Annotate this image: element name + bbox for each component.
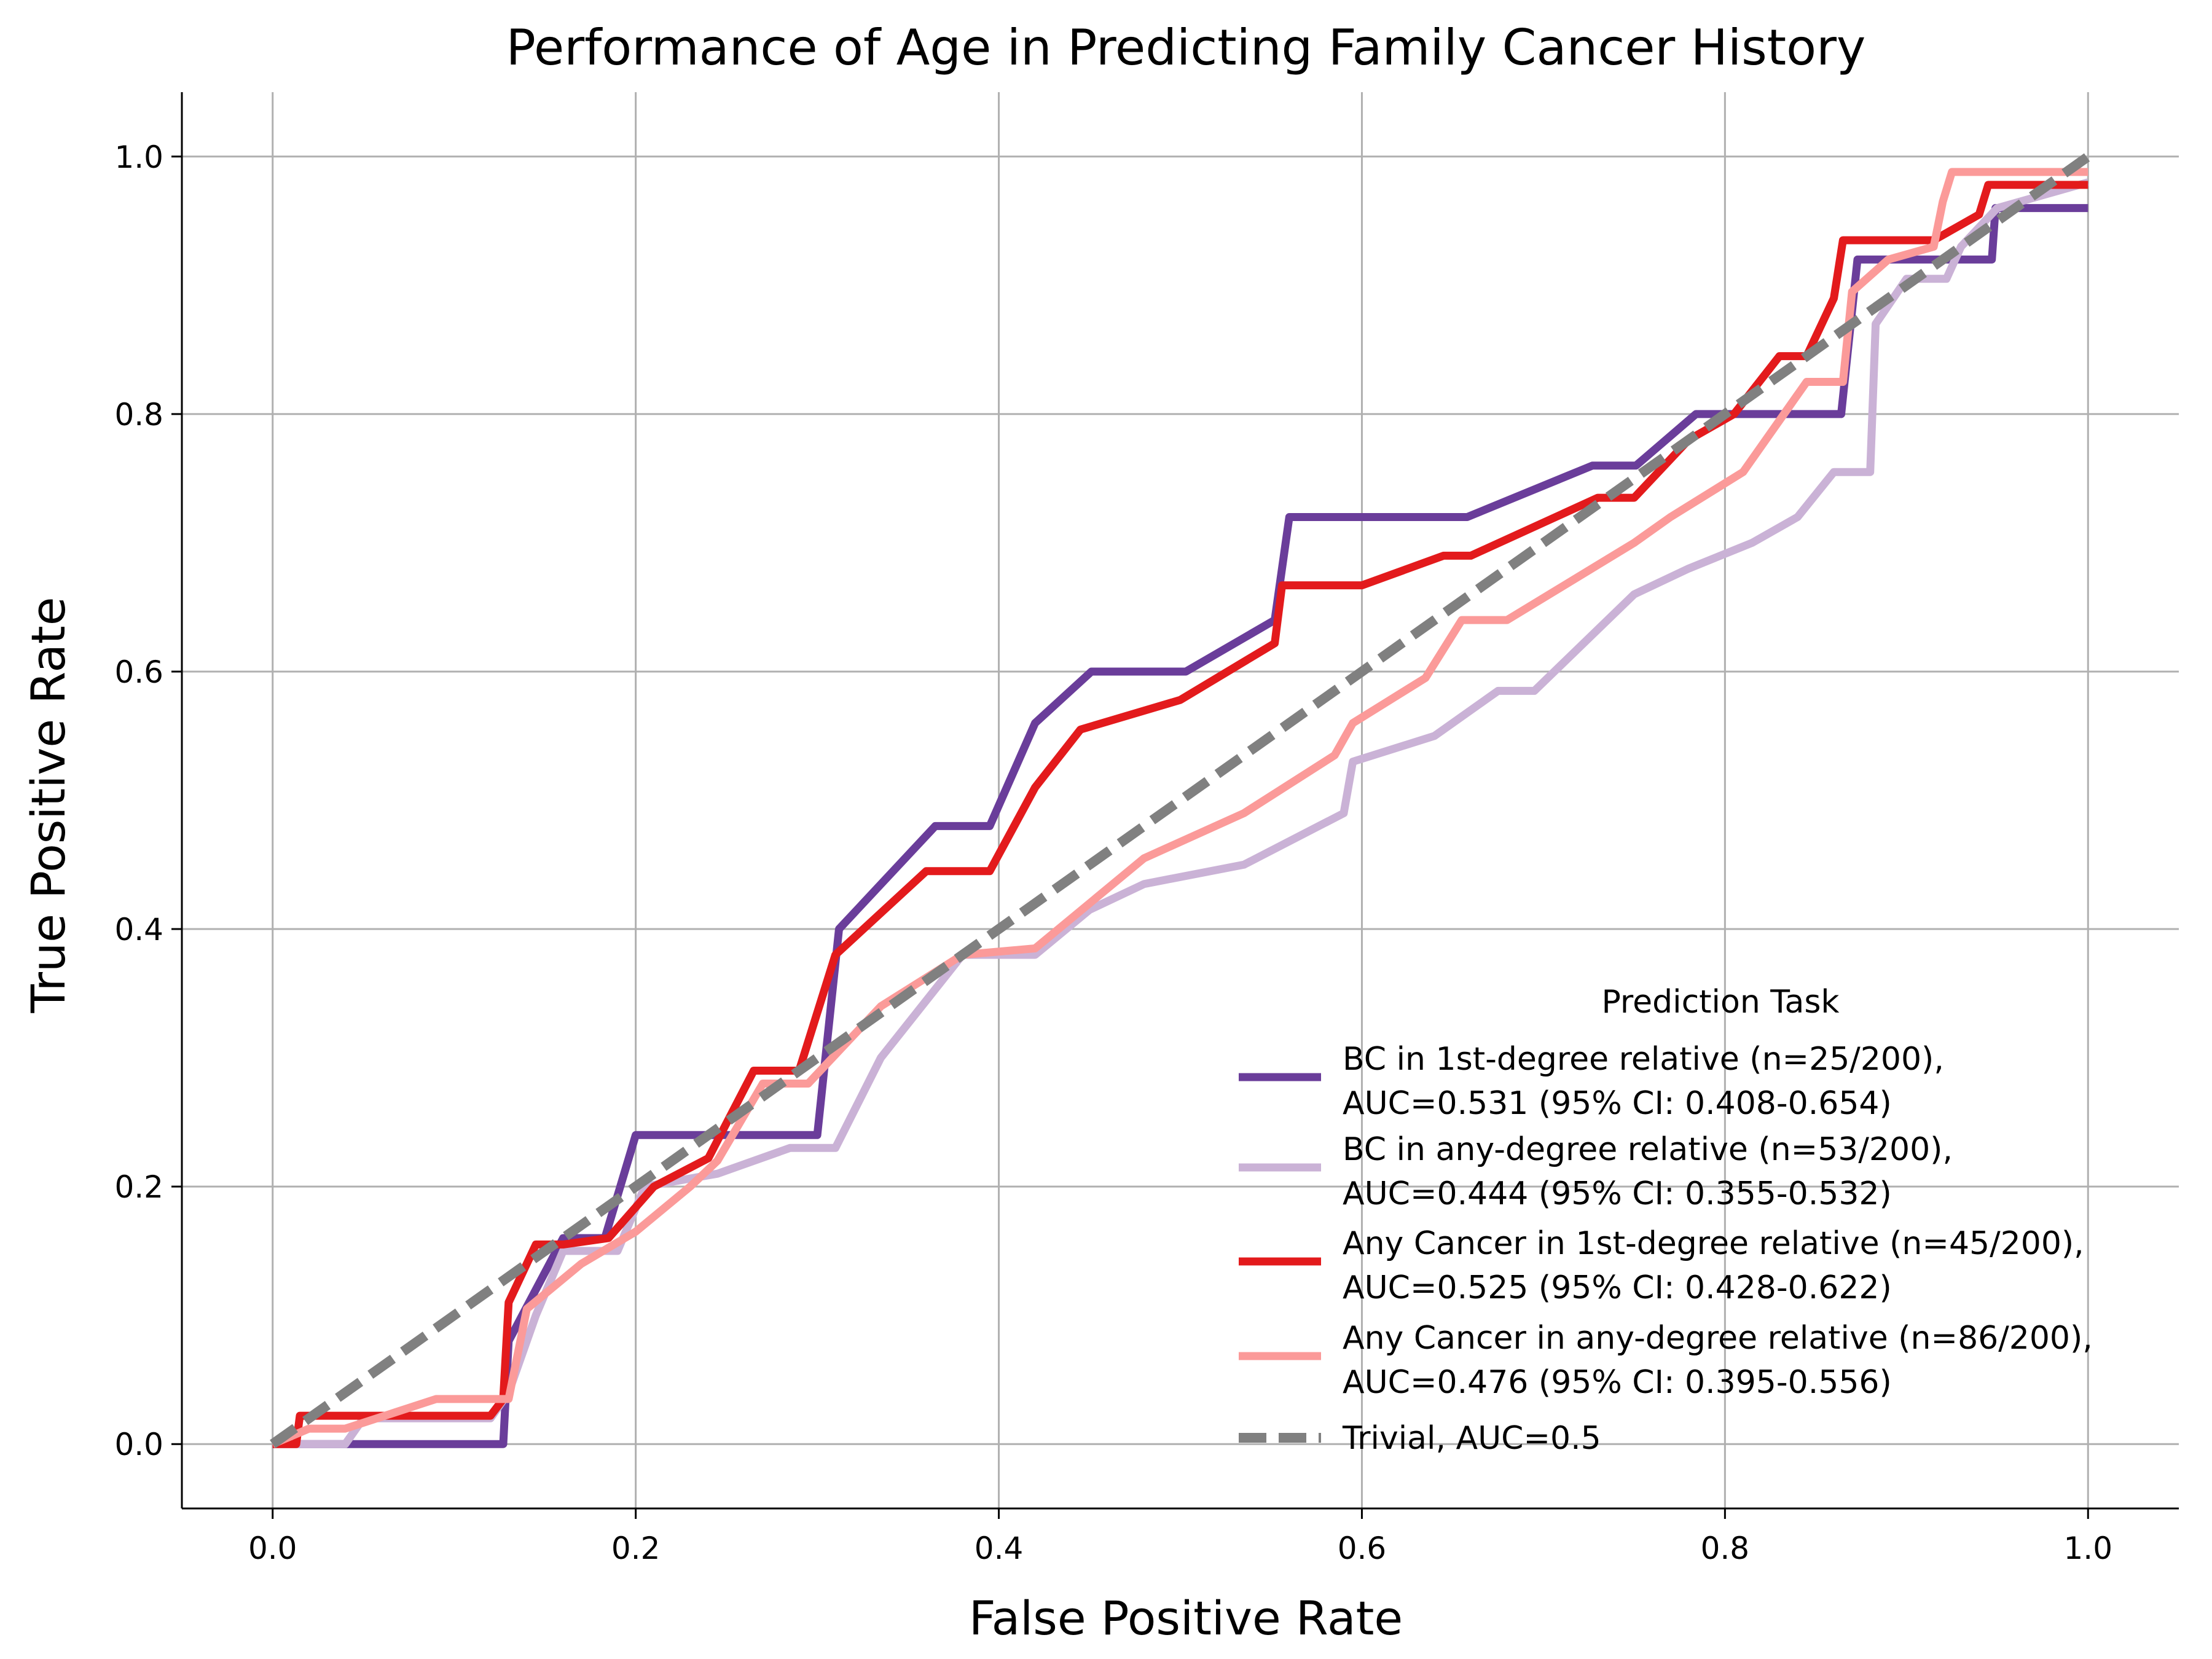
grid bbox=[182, 92, 2179, 1508]
legend-sublabel-0: AUC=0.531 (95% CI: 0.408-0.654) bbox=[1343, 1085, 1892, 1122]
series-line-4 bbox=[270, 152, 2091, 1448]
legend-title: Prediction Task bbox=[1601, 984, 1839, 1021]
legend-sublabel-2: AUC=0.525 (95% CI: 0.428-0.622) bbox=[1343, 1269, 1892, 1306]
legend-label-3: Any Cancer in any-degree relative (n=86/… bbox=[1343, 1320, 2093, 1357]
legend-sublabel-1: AUC=0.444 (95% CI: 0.355-0.532) bbox=[1343, 1175, 1892, 1212]
axes bbox=[181, 92, 2179, 1510]
legend-label-1: BC in any-degree relative (n=53/200), bbox=[1343, 1131, 1953, 1168]
legend-sublabel-3: AUC=0.476 (95% CI: 0.395-0.556) bbox=[1343, 1364, 1892, 1401]
y-tick-label: 0.0 bbox=[114, 1427, 163, 1462]
x-tick-label: 0.4 bbox=[975, 1531, 1024, 1566]
series-line-2 bbox=[272, 181, 2088, 1448]
ticks: 0.0 0.2 0.4 0.6 0.8 1.0 0.0 0.2 0.4 0.6 0.8 1.0 bbox=[114, 139, 2112, 1566]
y-tick-label: 0.6 bbox=[114, 654, 163, 690]
series-line-1 bbox=[272, 178, 2090, 1448]
x-tick-label: 0.0 bbox=[248, 1531, 297, 1566]
series-line-0 bbox=[272, 204, 2088, 1448]
x-tick-label: 0.6 bbox=[1338, 1531, 1387, 1566]
x-tick-label: 1.0 bbox=[2064, 1531, 2113, 1566]
series-line-3 bbox=[271, 168, 2088, 1448]
y-tick-label: 1.0 bbox=[114, 139, 163, 175]
legend-label-4: Trivial, AUC=0.5 bbox=[1342, 1420, 1601, 1457]
chart-title: Performance of Age in Predicting Family … bbox=[506, 19, 1866, 76]
x-axis-label: False Positive Rate bbox=[969, 1591, 1403, 1645]
y-tick-label: 0.8 bbox=[114, 397, 163, 433]
x-tick-label: 0.8 bbox=[1701, 1531, 1750, 1566]
x-tick-label: 0.2 bbox=[611, 1531, 661, 1566]
y-tick-label: 0.4 bbox=[114, 912, 163, 947]
legend-label-0: BC in 1st-degree relative (n=25/200), bbox=[1343, 1041, 1944, 1078]
series-group bbox=[270, 152, 2091, 1448]
y-tick-label: 0.2 bbox=[114, 1169, 163, 1205]
legend: Prediction Task BC in 1st-degree relativ… bbox=[1239, 984, 2093, 1457]
legend-label-2: Any Cancer in 1st-degree relative (n=45/… bbox=[1343, 1225, 2084, 1262]
y-axis-label: True Positive Rate bbox=[21, 597, 76, 1014]
